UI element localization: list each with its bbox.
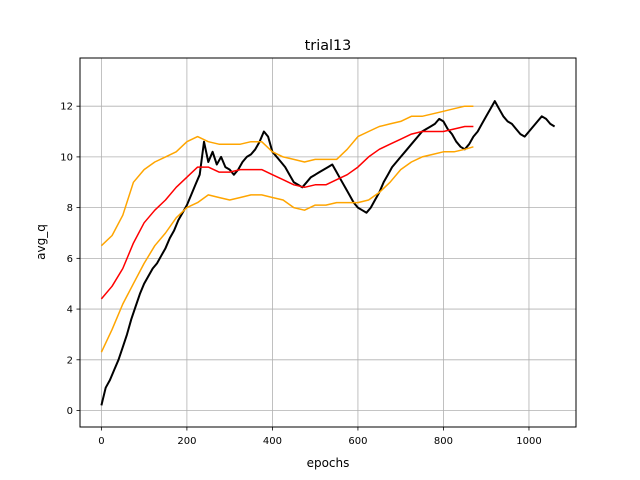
- y-tick-label: 2: [67, 355, 73, 366]
- series-line-upper: [100, 105, 474, 247]
- series-group: [100, 100, 556, 406]
- y-tick-label: 10: [60, 152, 73, 163]
- y-ticks: 0 2 4 6 8 10 12: [60, 102, 80, 417]
- x-tick-label: 400: [263, 436, 282, 447]
- y-tick-label: 6: [67, 254, 73, 265]
- x-tick-label: 800: [434, 436, 453, 447]
- y-tick-label: 8: [67, 203, 73, 214]
- x-tick-label: 1000: [516, 436, 541, 447]
- y-tick-label: 4: [67, 305, 73, 316]
- x-axis-label: epochs: [307, 456, 350, 470]
- series-line-raw: [100, 100, 556, 406]
- series-line-lower: [100, 146, 474, 353]
- grid: [80, 58, 576, 427]
- y-axis-label: avg_q: [34, 224, 48, 260]
- x-ticks: 0 200 400 600 800 1000: [98, 427, 542, 447]
- y-tick-label: 12: [60, 102, 73, 113]
- series-line-mean: [100, 125, 474, 300]
- x-tick-label: 200: [177, 436, 196, 447]
- chart-title: trial13: [305, 38, 352, 54]
- x-tick-label: 0: [98, 436, 104, 447]
- plot-frame: [79, 57, 577, 428]
- x-tick-label: 600: [348, 436, 367, 447]
- y-tick-label: 0: [67, 406, 73, 417]
